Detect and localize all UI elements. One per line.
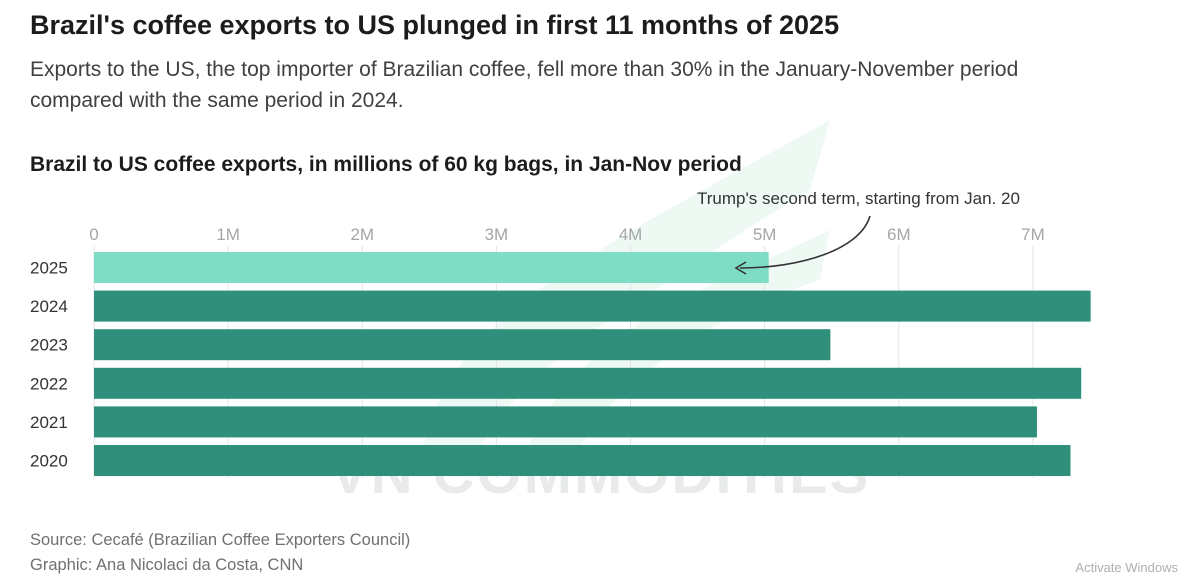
- y-category-label: 2024: [30, 297, 68, 316]
- x-tick-label: 2M: [350, 225, 374, 244]
- subheadline: Exports to the US, the top importer of B…: [30, 58, 1019, 112]
- x-tick-label: 1M: [216, 225, 240, 244]
- x-tick-label: 7M: [1021, 225, 1045, 244]
- x-tick-label: 0: [89, 225, 98, 244]
- bar-2022: [94, 367, 1082, 399]
- annotation-arrow: [734, 215, 871, 275]
- x-tick-label: 4M: [619, 225, 643, 244]
- y-category-label: 2021: [30, 413, 68, 432]
- x-tick-label: 3M: [485, 225, 509, 244]
- bar-2020: [94, 445, 1071, 476]
- footer: Source: Cecafé (Brazilian Coffee Exporte…: [30, 528, 410, 578]
- bar-2024: [94, 290, 1091, 322]
- y-category-label: 2022: [30, 374, 68, 393]
- headline: Brazil's coffee exports to US plunged in…: [30, 10, 840, 40]
- bar-2023: [94, 329, 831, 361]
- x-tick-label: 5M: [753, 225, 777, 244]
- graphic-credit: Graphic: Ana Nicolaci da Costa, CNN: [30, 556, 304, 574]
- x-tick-label: 6M: [887, 225, 911, 244]
- y-category-label: 2025: [30, 259, 68, 278]
- y-category-label: 2020: [30, 452, 68, 471]
- os-activation-overlay: Activate Windows: [1075, 560, 1178, 575]
- y-category-label: 2023: [30, 336, 68, 355]
- bar-2021: [94, 406, 1037, 438]
- chart-title: Brazil to US coffee exports, in millions…: [30, 153, 742, 176]
- bar-2025: [94, 252, 769, 283]
- source-credit: Source: Cecafé (Brazilian Coffee Exporte…: [30, 531, 411, 549]
- annotation-text: Trump's second term, starting from Jan. …: [697, 189, 1020, 208]
